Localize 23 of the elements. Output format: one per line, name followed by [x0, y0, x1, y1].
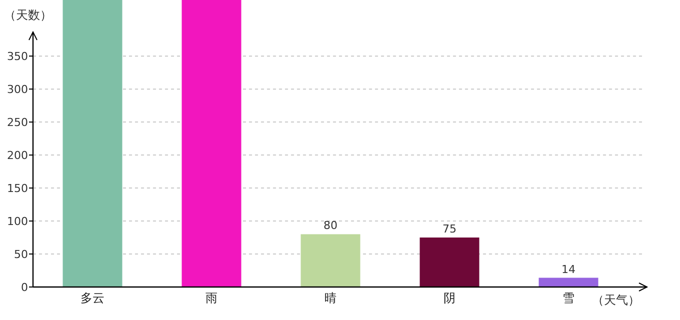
y-tick-label: 300 — [7, 83, 28, 96]
x-tick-label: 阴 — [444, 291, 456, 305]
x-tick-label: 雪 — [562, 291, 574, 305]
data-label: 80 — [324, 219, 338, 232]
x-axis-title: （天气） — [592, 293, 640, 307]
y-tick-label: 350 — [7, 50, 28, 64]
y-tick-label: 200 — [7, 149, 28, 162]
y-tick-label: 0 — [21, 281, 28, 294]
x-tick-label: 晴 — [324, 291, 336, 305]
bar — [62, 0, 122, 287]
y-tick-label: 150 — [7, 182, 28, 196]
y-tick-label: 50 — [14, 248, 28, 262]
data-label: 14 — [562, 262, 576, 276]
y-tick-label: 100 — [7, 215, 28, 228]
bar — [538, 278, 598, 287]
bar — [420, 238, 480, 287]
bar — [182, 0, 242, 287]
x-tick-label: 多云 — [80, 291, 104, 305]
y-tick-label: 250 — [7, 116, 28, 130]
x-tick-label: 雨 — [206, 291, 218, 305]
y-axis-title: （天数） — [4, 8, 52, 22]
bar — [300, 234, 360, 287]
data-label: 75 — [442, 222, 456, 236]
